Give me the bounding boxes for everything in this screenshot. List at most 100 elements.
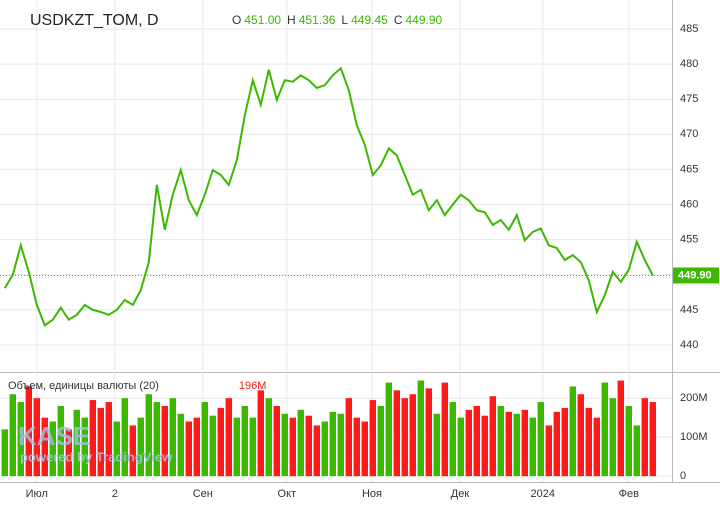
watermark-sub: powered by TradingView [20, 449, 173, 464]
ohlc-value: 449.45 [351, 13, 388, 27]
volume-bar [265, 398, 272, 477]
volume-bar [89, 400, 96, 477]
volume-bar [369, 400, 376, 477]
volume-bar [441, 382, 448, 477]
volume-bar [481, 415, 488, 477]
ohlc-name: H [287, 13, 296, 27]
x-tick-label: 2 [112, 488, 118, 500]
volume-bar [577, 394, 584, 477]
y-tick-label: 200M [680, 392, 708, 404]
x-tick-label: Ноя [362, 488, 382, 500]
volume-bar [345, 398, 352, 477]
volume-bar [545, 425, 552, 477]
volume-bar [273, 405, 280, 477]
x-tick-label: Окт [278, 488, 297, 500]
volume-bar [65, 429, 72, 477]
volume-bar [297, 409, 304, 477]
price-line [3, 66, 654, 327]
volume-bar [81, 417, 88, 477]
x-tick-label: Сен [193, 488, 213, 500]
x-tick-label: Дек [451, 488, 470, 500]
volume-bar [641, 398, 648, 477]
volume-bar [145, 394, 152, 477]
volume-bar [1, 429, 8, 477]
volume-bar [377, 405, 384, 477]
volume-bar [313, 425, 320, 477]
volume-bar [473, 405, 480, 477]
volume-bar [361, 421, 368, 477]
volume-bar [561, 407, 568, 477]
volume-bar [601, 382, 608, 477]
volume-bar [41, 417, 48, 477]
volume-bar [9, 394, 16, 477]
volume-bar [105, 402, 112, 477]
volume-bar [489, 396, 496, 477]
volume-bar [537, 402, 544, 477]
y-tick-label: 475 [680, 93, 698, 105]
volume-bar [25, 386, 32, 477]
volume-bar [385, 382, 392, 477]
volume-bar [177, 413, 184, 477]
ohlc-name: O [232, 13, 241, 27]
volume-bar [649, 402, 656, 477]
y-tick-label: 445 [680, 304, 698, 316]
volume-bar [129, 425, 136, 477]
y-tick-label: 470 [680, 128, 698, 140]
volume-bar [169, 398, 176, 477]
marks [0, 66, 672, 477]
ohlc-value: 451.36 [299, 13, 336, 27]
y-tick-label: 485 [680, 23, 698, 35]
volume-bar [433, 413, 440, 477]
volume-bar [201, 402, 208, 477]
volume-bar [281, 413, 288, 477]
volume-bar [457, 417, 464, 477]
volume-bar [289, 417, 296, 477]
volume-bar [33, 398, 40, 477]
y-tick-label: 455 [680, 234, 698, 246]
volume-bar [417, 380, 424, 477]
volume-bar [233, 417, 240, 477]
volume-bar [137, 417, 144, 477]
volume-bar [97, 407, 104, 477]
ohlc-name: L [341, 13, 348, 27]
volume-bar [241, 405, 248, 477]
volume-bar [513, 413, 520, 477]
volume-bar [249, 417, 256, 477]
volume-bar [17, 402, 24, 477]
last-price-box [673, 267, 719, 284]
volume-bar [521, 409, 528, 477]
x-tick-label: Фев [619, 488, 639, 500]
volume-bar [329, 411, 336, 477]
y-tick-label: 465 [680, 163, 698, 175]
ohlc-value: 451.00 [244, 13, 281, 27]
volume-bar [305, 415, 312, 477]
last-price-label: 449.90 [678, 269, 712, 281]
volume-bar [633, 425, 640, 477]
volume-bar [569, 386, 576, 477]
volume-bar [553, 411, 560, 477]
volume-bar [337, 413, 344, 477]
volume-bar [529, 417, 536, 477]
labels: Июл2СенОктНояДек2024Фев44044545045546046… [8, 12, 719, 500]
volume-bar [425, 388, 432, 477]
volume-bar [121, 398, 128, 477]
volume-bar [49, 421, 56, 477]
volume-bar [113, 421, 120, 477]
volume-bar [505, 411, 512, 477]
y-tick-label: 480 [680, 58, 698, 70]
volume-bar [593, 417, 600, 477]
watermark: KASE [18, 421, 90, 451]
volume-bar [193, 417, 200, 477]
y-tick-label: 100M [680, 431, 708, 443]
x-tick-label: 2024 [531, 488, 555, 500]
volume-bar [353, 417, 360, 477]
volume-bar [625, 405, 632, 477]
volume-bar [609, 398, 616, 477]
volume-bar [409, 394, 416, 477]
volume-indicator: 196M [239, 380, 267, 392]
volume-bar [393, 390, 400, 477]
y-tick-label: 0 [680, 470, 686, 482]
y-tick-label: 460 [680, 198, 698, 210]
volume-bar [161, 405, 168, 477]
